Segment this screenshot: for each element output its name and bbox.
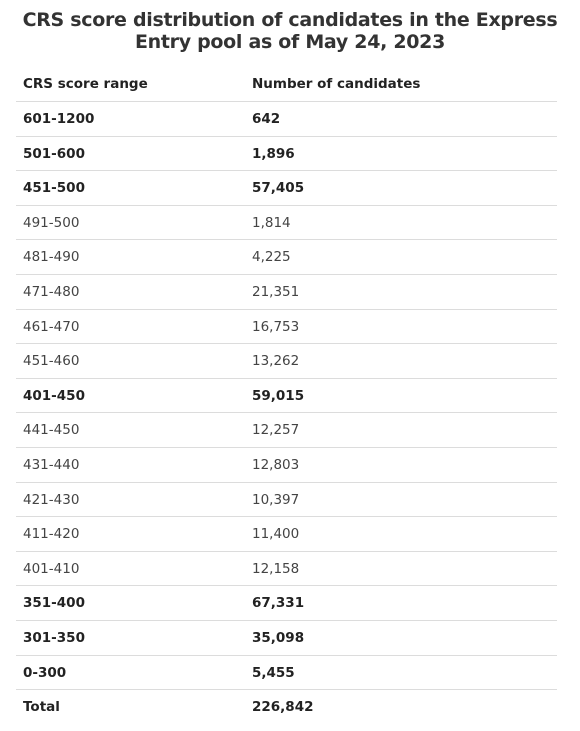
score-range-cell: 0-300 xyxy=(23,664,67,681)
score-range-cell: 441-450 xyxy=(23,422,80,439)
score-range-cell: 451-500 xyxy=(23,180,85,197)
candidates-count-cell: 35,098 xyxy=(252,629,305,646)
table-row: 421-430 10,397 xyxy=(16,483,557,518)
candidates-count-cell: 1,814 xyxy=(252,214,291,231)
candidates-count-cell: 226,842 xyxy=(252,699,314,716)
candidates-count-cell: 1,896 xyxy=(252,145,295,162)
score-range-cell: 351-400 xyxy=(23,595,85,612)
score-range-cell: 401-410 xyxy=(23,560,80,577)
score-range-cell: 431-440 xyxy=(23,456,80,473)
table-body: 601-1200 642 501-600 1,896 451-500 57,405 491-… xyxy=(16,102,557,725)
table-row: 461-470 16,753 xyxy=(16,310,557,345)
table-row: 451-460 13,262 xyxy=(16,344,557,379)
candidates-count-cell: 16,753 xyxy=(252,318,300,335)
table-total-row: Total 226,842 xyxy=(16,690,557,725)
table-row: 0-300 5,455 xyxy=(16,656,557,691)
table-row: 501-600 1,896 xyxy=(16,137,557,172)
table-row: 601-1200 642 xyxy=(16,102,557,137)
score-range-cell: 461-470 xyxy=(23,318,80,335)
table-row: 351-400 67,331 xyxy=(16,586,557,621)
candidates-count-cell: 12,257 xyxy=(252,422,300,439)
table-row: 451-500 57,405 xyxy=(16,171,557,206)
score-range-cell: 451-460 xyxy=(23,353,80,370)
score-range-cell: 411-420 xyxy=(23,526,80,543)
column-header-score-range: CRS score range xyxy=(23,76,148,92)
table-row: 491-500 1,814 xyxy=(16,206,557,241)
candidates-count-cell: 67,331 xyxy=(252,595,305,612)
table-row: 471-480 21,351 xyxy=(16,275,557,310)
candidates-count-cell: 13,262 xyxy=(252,353,300,370)
candidates-count-cell: 12,803 xyxy=(252,456,300,473)
table-row: 401-450 59,015 xyxy=(16,379,557,414)
table-row: 401-410 12,158 xyxy=(16,552,557,587)
candidates-count-cell: 21,351 xyxy=(252,283,300,300)
candidates-count-cell: 11,400 xyxy=(252,526,300,543)
candidates-count-cell: 4,225 xyxy=(252,249,291,266)
table-header-row: CRS score range Number of candidates xyxy=(16,67,557,102)
score-range-cell: 401-450 xyxy=(23,387,85,404)
score-range-cell: 301-350 xyxy=(23,629,85,646)
column-header-candidates: Number of candidates xyxy=(252,76,421,92)
candidates-count-cell: 5,455 xyxy=(252,664,295,681)
table-row: 441-450 12,257 xyxy=(16,413,557,448)
table-title: CRS score distribution of candidates in … xyxy=(22,9,558,53)
candidates-count-cell: 59,015 xyxy=(252,387,305,404)
candidates-count-cell: 10,397 xyxy=(252,491,300,508)
score-range-cell: 601-1200 xyxy=(23,111,95,127)
table-row: 301-350 35,098 xyxy=(16,621,557,656)
candidates-count-cell: 57,405 xyxy=(252,180,305,197)
table-row: 481-490 4,225 xyxy=(16,240,557,275)
score-range-cell: Total xyxy=(23,699,60,716)
score-range-cell: 501-600 xyxy=(23,145,85,162)
table-row: 431-440 12,803 xyxy=(16,448,557,483)
score-range-cell: 471-480 xyxy=(23,283,80,300)
score-range-cell: 481-490 xyxy=(23,249,80,266)
score-range-cell: 491-500 xyxy=(23,214,80,231)
candidates-count-cell: 642 xyxy=(252,111,281,127)
crs-distribution-table: CRS score range Number of candidates 601… xyxy=(16,67,557,725)
candidates-count-cell: 12,158 xyxy=(252,560,300,577)
table-row: 411-420 11,400 xyxy=(16,517,557,552)
score-range-cell: 421-430 xyxy=(23,491,80,508)
